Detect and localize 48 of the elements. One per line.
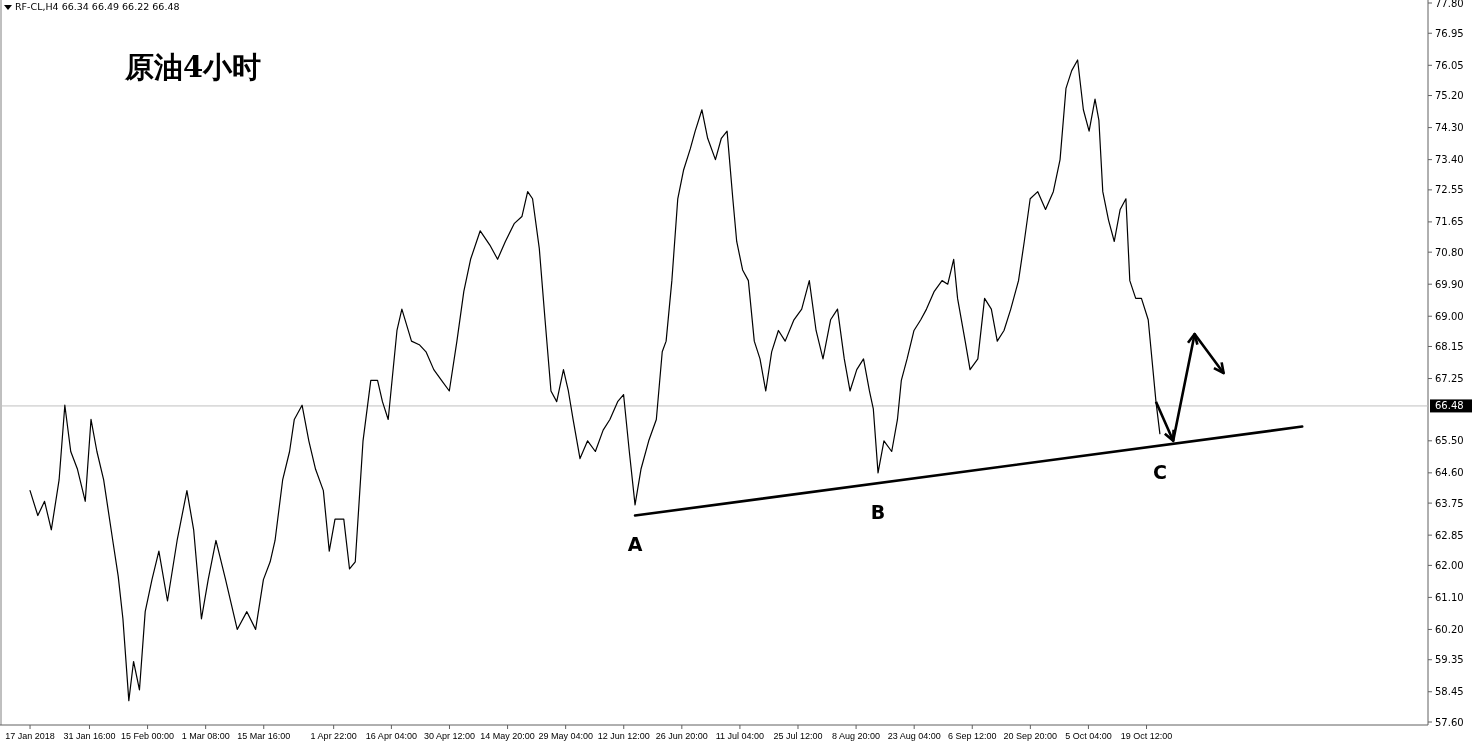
x-tick-label: 12 Jun 12:00: [597, 731, 650, 741]
y-tick-label: 73.40: [1435, 154, 1464, 166]
x-tick-label: 29 May 04:00: [538, 731, 593, 741]
y-tick-label: 61.10: [1435, 591, 1464, 603]
y-tick-label: 69.00: [1435, 310, 1464, 322]
x-tick-label: 31 Jan 16:00: [63, 731, 116, 741]
x-tick-label: 14 May 20:00: [480, 731, 535, 741]
y-tick-label: 60.20: [1435, 623, 1464, 635]
x-tick-label: 1 Mar 08:00: [181, 731, 230, 741]
x-tick-label: 15 Feb 00:00: [121, 731, 175, 741]
y-tick-label: 69.90: [1435, 278, 1464, 290]
x-tick-label: 23 Aug 04:00: [887, 731, 941, 741]
y-tick-label: 64.60: [1435, 467, 1464, 479]
y-tick-label: 59.35: [1435, 654, 1464, 666]
annotation: C: [1152, 461, 1167, 484]
x-tick-label: 1 Apr 22:00: [310, 731, 357, 741]
ref-line-label: 66.48: [1435, 400, 1464, 412]
x-tick-label: 6 Sep 12:00: [947, 731, 997, 741]
y-tick-label: 62.00: [1435, 559, 1464, 571]
y-tick-label: 76.95: [1435, 27, 1464, 39]
annotation: RF-CL,H4 66.34 66.49 66.22 66.48: [15, 1, 180, 12]
x-tick-label: 5 Oct 04:00: [1065, 731, 1112, 741]
x-tick-label: 15 Mar 16:00: [237, 731, 291, 741]
text: 原油4小时: [124, 50, 262, 84]
y-tick-label: 74.30: [1435, 122, 1464, 134]
y-tick-label: 72.55: [1435, 184, 1464, 196]
x-tick-label: 16 Apr 04:00: [365, 731, 417, 741]
x-tick-label: 26 Jun 20:00: [655, 731, 708, 741]
y-tick-label: 70.80: [1435, 246, 1464, 258]
annotation: B: [870, 500, 886, 523]
y-tick-label: 57.60: [1435, 716, 1464, 728]
x-tick-label: 25 Jul 12:00: [773, 731, 823, 741]
annotation: A: [627, 532, 643, 555]
y-tick-label: 65.50: [1435, 435, 1464, 447]
y-tick-label: 68.15: [1435, 340, 1464, 352]
y-tick-label: 71.65: [1435, 216, 1464, 228]
y-tick-label: 75.20: [1435, 90, 1464, 102]
y-tick-label: 63.75: [1435, 497, 1464, 509]
x-tick-label: 8 Aug 20:00: [832, 731, 881, 741]
x-tick-label: 17 Jan 2018: [5, 731, 55, 741]
x-tick-label: 30 Apr 12:00: [423, 731, 475, 741]
x-tick-label: 11 Jul 04:00: [715, 731, 765, 741]
x-tick-label: 19 Oct 12:00: [1120, 731, 1173, 741]
y-tick-label: 62.85: [1435, 529, 1464, 541]
y-tick-label: 58.45: [1435, 686, 1464, 698]
y-tick-label: 76.05: [1435, 59, 1464, 71]
x-tick-label: 20 Sep 20:00: [1003, 731, 1058, 741]
y-tick-label: 67.25: [1435, 373, 1464, 385]
